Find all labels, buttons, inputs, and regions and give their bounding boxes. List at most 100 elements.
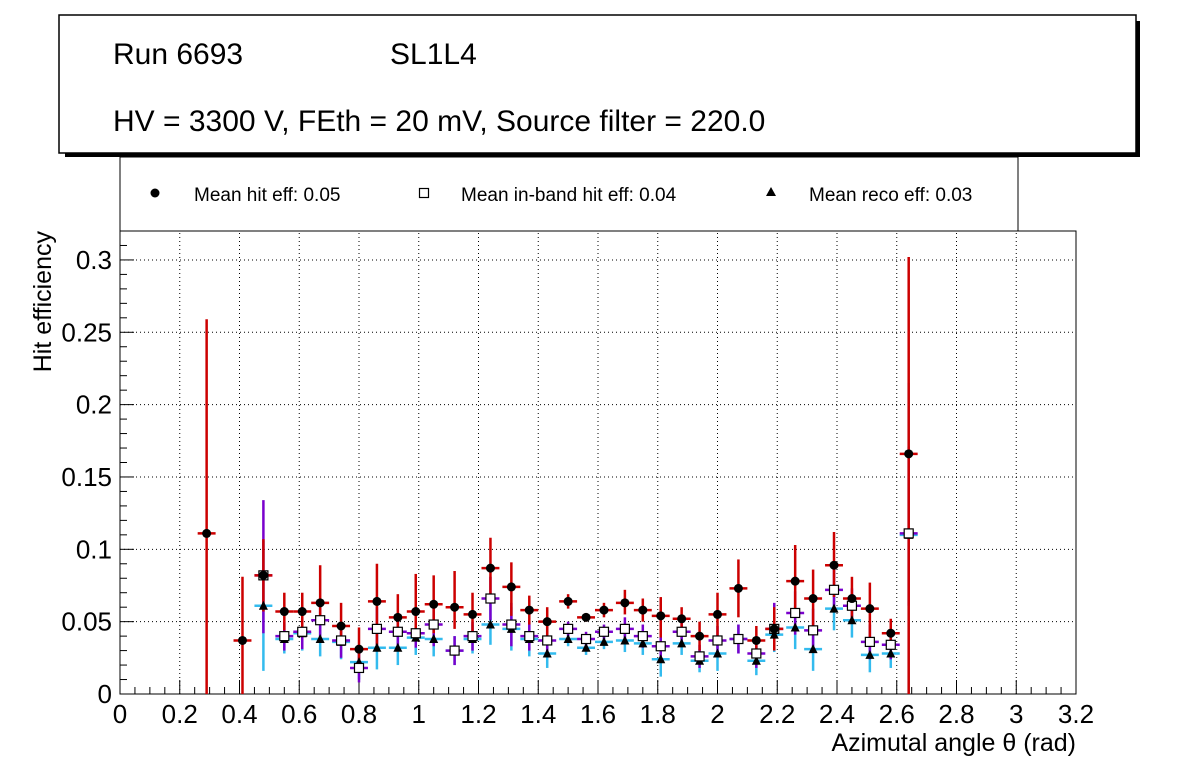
x-tick-label: 1 xyxy=(412,699,426,729)
x-tick-label: 2.4 xyxy=(819,699,855,729)
legend-reco-label: Mean reco eff: 0.03 xyxy=(809,185,972,206)
hit-eff-point xyxy=(808,594,818,604)
inband-eff-point xyxy=(790,607,801,619)
inband-eff-point xyxy=(297,626,308,637)
hit-eff-point xyxy=(393,612,403,622)
x-tick-label: 2.8 xyxy=(938,699,974,729)
inband-eff-point xyxy=(619,623,630,634)
inband-eff-point xyxy=(506,619,517,630)
inband-eff-point xyxy=(335,635,347,646)
inband-eff-point xyxy=(828,584,840,595)
x-tick-label: 3.2 xyxy=(1058,699,1094,729)
inband-eff-point xyxy=(903,528,914,539)
markers xyxy=(202,449,914,674)
x-tick-label: 1.6 xyxy=(580,699,616,729)
inband-eff-point xyxy=(392,626,403,637)
reco-eff-point xyxy=(563,634,573,644)
x-axis-title: Azimutal angle θ (rad) xyxy=(831,729,1076,757)
x-tick-label: 0.8 xyxy=(341,699,377,729)
x-tick-label: 1.2 xyxy=(460,699,496,729)
reco-eff-point xyxy=(429,634,439,644)
hit-eff-point xyxy=(429,599,439,609)
reco-eff-point xyxy=(790,622,800,632)
legend-inband-marker xyxy=(418,187,430,199)
hit-eff-point xyxy=(695,631,705,641)
reco-eff-point xyxy=(677,638,687,648)
reco-eff-point xyxy=(372,642,382,652)
hit-eff-point xyxy=(202,528,212,538)
header-box xyxy=(58,14,1137,154)
grid xyxy=(120,231,1076,694)
hit-eff-point xyxy=(677,614,687,624)
x-tick-label: 0 xyxy=(113,699,127,729)
inband-eff-point xyxy=(371,623,383,634)
inband-eff-point xyxy=(524,631,535,642)
reco-eff-point xyxy=(751,655,761,665)
inband-eff-point xyxy=(279,631,290,642)
legend-box xyxy=(119,156,1019,232)
layer-label: SL1L4 xyxy=(390,38,477,71)
hit-eff-point xyxy=(886,628,896,638)
hit-eff-point xyxy=(751,635,761,645)
reco-eff-point xyxy=(865,649,875,659)
x-tick-label: 3 xyxy=(1009,699,1023,729)
reco-eff-point xyxy=(638,638,648,648)
reco-eff-point xyxy=(808,644,818,654)
reco-eff-point xyxy=(656,654,666,664)
hit-eff-point xyxy=(656,611,666,621)
reco-eff-point xyxy=(620,635,630,645)
reco-eff-point xyxy=(315,634,325,644)
y-tick-label: 0.2 xyxy=(76,390,112,420)
reco-eff-point xyxy=(847,615,857,625)
hit-eff-point xyxy=(865,604,875,614)
hit-eff-point xyxy=(506,582,516,592)
reco-eff-point xyxy=(581,642,591,652)
hit-eff-point xyxy=(372,596,382,606)
reco-eff-point xyxy=(542,648,552,658)
hit-eff-point xyxy=(468,609,478,619)
hit-eff-point xyxy=(258,570,268,580)
hit-eff-point xyxy=(411,607,421,617)
x-tick-label: 0.6 xyxy=(281,699,317,729)
inband-eff-point xyxy=(598,626,610,637)
x-tick-label: 1.4 xyxy=(520,699,556,729)
hit-eff-point xyxy=(733,583,743,593)
inband-eff-point xyxy=(542,635,553,646)
hit-eff-point xyxy=(829,560,839,570)
hit-eff-point xyxy=(237,635,247,645)
hit-eff-point xyxy=(485,563,495,573)
hit-eff-point xyxy=(713,609,722,619)
reco-eff-point xyxy=(886,648,896,658)
run-label: Run 6693 xyxy=(113,38,243,71)
hit-eff-point xyxy=(450,602,460,612)
inband-eff-point xyxy=(655,641,666,652)
inband-eff-point xyxy=(694,651,705,662)
reco-eff-point xyxy=(258,600,268,610)
hit-eff-point xyxy=(638,605,648,615)
y-tick-label: 0.1 xyxy=(76,534,112,564)
reco-eff-point xyxy=(713,648,722,658)
x-tick-label: 0.4 xyxy=(221,699,257,729)
inband-eff-point xyxy=(864,636,875,648)
y-axis-title: Hit efficiency xyxy=(29,231,57,373)
hit-eff-point xyxy=(563,596,573,606)
conditions-label: HV = 3300 V, FEth = 20 mV, Source filter… xyxy=(113,105,765,138)
y-tick-label: 0.3 xyxy=(76,245,112,275)
reco-eff-point xyxy=(393,642,403,652)
x-tick-label: 1.8 xyxy=(640,699,676,729)
inband-eff-point xyxy=(485,593,496,604)
inband-eff-point xyxy=(807,625,819,636)
data-series xyxy=(197,257,918,694)
legend-inband-label: Mean in-band hit eff: 0.04 xyxy=(461,185,677,206)
reco-eff-point xyxy=(485,619,495,629)
y-tick-label: 0 xyxy=(98,679,112,709)
inband-eff-point xyxy=(637,631,648,642)
x-tick-label: 2.2 xyxy=(759,699,795,729)
y-tick-label: 0.05 xyxy=(61,607,112,637)
hit-eff-point xyxy=(336,621,346,631)
inband-eff-point xyxy=(733,633,744,645)
hit-eff-point xyxy=(354,644,364,654)
hit-eff-point xyxy=(297,607,307,617)
inband-eff-point xyxy=(712,635,723,646)
inband-eff-point xyxy=(467,631,478,642)
